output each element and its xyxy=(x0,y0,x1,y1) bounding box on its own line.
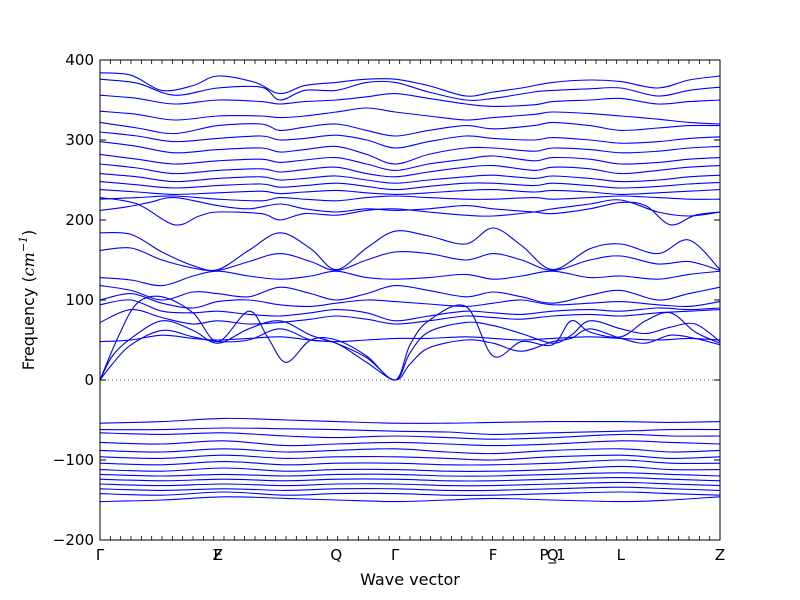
band-line-27 xyxy=(99,417,721,424)
x-tick-label: Z xyxy=(213,546,223,564)
y-tick-label: −100 xyxy=(53,451,94,469)
y-tick-label: 400 xyxy=(65,51,94,69)
band-line-21 xyxy=(99,299,721,322)
band-line-28 xyxy=(99,427,721,435)
band-line-30 xyxy=(99,440,721,447)
x-tick-label: Q xyxy=(547,546,559,564)
band-line-5 xyxy=(99,121,721,137)
band-line-17 xyxy=(99,247,721,272)
y-axis-unit-open: ( xyxy=(19,276,38,287)
y-tick-label: 0 xyxy=(84,371,94,389)
band-line-32 xyxy=(99,454,721,461)
band-line-8 xyxy=(99,153,721,171)
band-line-25 xyxy=(99,328,721,381)
band-line-7 xyxy=(99,141,721,165)
x-tick-label: Γ xyxy=(96,546,105,564)
x-tick-label: F xyxy=(213,546,222,564)
x-tick-label: Q xyxy=(330,546,342,564)
band-line-13 xyxy=(99,195,721,202)
band-line-9 xyxy=(99,163,721,178)
y-axis-ticks: 400 300 200 100 0 −100 −200 xyxy=(53,51,720,549)
band-line-29 xyxy=(99,432,721,440)
band-line-36 xyxy=(99,477,721,482)
band-line-38 xyxy=(99,486,721,492)
band-line-39 xyxy=(99,491,721,496)
band-line-19 xyxy=(99,285,721,304)
band-line-2 xyxy=(99,78,721,101)
band-line-10 xyxy=(99,173,721,184)
band-line-1 xyxy=(99,72,721,97)
band-line-20 xyxy=(99,293,721,309)
x-tick-label: Z xyxy=(715,546,725,564)
band-line-31 xyxy=(99,448,721,455)
x-axis-title: Wave vector xyxy=(360,570,460,589)
band-line-18 xyxy=(99,270,721,287)
x-tick-label: P_1 xyxy=(540,546,566,565)
x-tick-label: L xyxy=(617,546,626,564)
band-line-24 xyxy=(99,320,721,381)
band-line-15 xyxy=(99,197,721,226)
band-line-35 xyxy=(99,472,721,477)
y-tick-label: 100 xyxy=(65,291,94,309)
band-line-34 xyxy=(99,465,721,472)
band-line-11 xyxy=(99,181,721,191)
band-line-33 xyxy=(99,459,721,466)
y-axis-title-text: Frequency xyxy=(19,288,38,371)
x-tick-label: F xyxy=(489,546,498,564)
band-line-16 xyxy=(99,227,721,271)
band-line-3 xyxy=(99,93,721,107)
band-line-40 xyxy=(99,496,721,503)
band-line-6 xyxy=(99,131,721,149)
y-axis-title: Frequency (cm−1) xyxy=(17,230,38,371)
band-line-26 xyxy=(99,295,721,381)
band-line-37 xyxy=(99,481,721,487)
x-axis-ticks: Γ ZF Q Γ F P_1Q L Z xyxy=(96,60,725,565)
y-tick-label: 300 xyxy=(65,131,94,149)
y-axis-unit-exponent: −1 xyxy=(17,236,30,252)
x-tick-label: Γ xyxy=(391,546,400,564)
band-line-4 xyxy=(99,107,721,125)
y-axis-unit: cm xyxy=(19,252,38,276)
y-axis-unit-close: ) xyxy=(19,230,38,236)
y-tick-label: 200 xyxy=(65,211,94,229)
y-tick-label: −200 xyxy=(53,531,94,549)
band-line-12 xyxy=(99,188,721,195)
band-line-22 xyxy=(99,309,721,325)
band-series-group xyxy=(99,72,721,503)
